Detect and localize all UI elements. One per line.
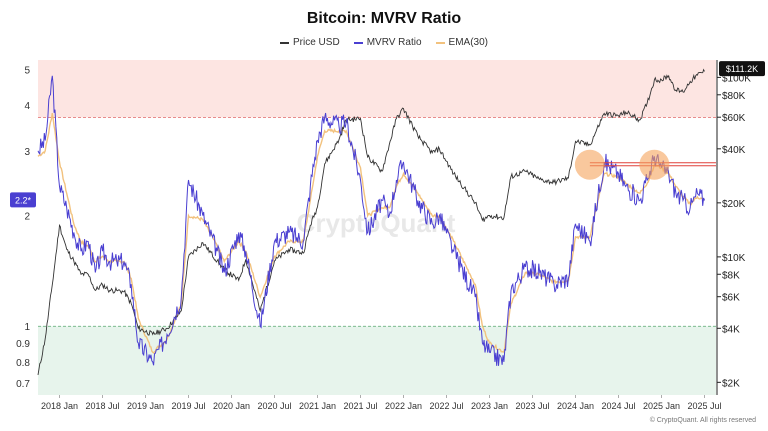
mvrv-line [37,75,705,366]
left-tick-label-1: 4 [24,101,30,112]
x-tick-label-5: 2020 Jul [257,401,291,411]
x-tick-label-11: 2023 Jul [516,401,550,411]
right-tick-label-2: $60K [722,113,746,124]
legend-swatch-mvrv [353,41,363,44]
chart-title: Bitcoin: MVRV Ratio [306,10,462,27]
legend-item-price[interactable]: Price USD [280,37,340,48]
right-tick-label-8: $4K [722,324,740,335]
x-tick-label-14: 2025 Jan [643,401,680,411]
right-tick-label-5: $10K [722,253,746,264]
current-price-badge [719,61,765,77]
legend-swatch-price [280,41,289,44]
x-tick-label-0: 2018 Jan [41,401,78,411]
left-tick-label-3: 2 [24,212,30,223]
left-tick-label-4: 1 [24,322,30,333]
right-tick-label-6: $8K [722,270,740,281]
current-price-label: $111.2K [726,64,758,74]
x-tick-label-3: 2019 Jul [171,401,205,411]
x-tick-label-1: 2018 Jul [85,401,119,411]
credit-text: © CryptoQuant. All rights reserved [650,416,756,424]
right-tick-label-9: $2K [722,378,740,389]
right-tick-label-1: $80K [722,91,746,102]
x-tick-label-15: 2025 Jul [688,401,722,411]
x-tick-label-10: 2023 Jan [471,401,508,411]
price-line [37,68,705,375]
x-tick-label-9: 2022 Jul [430,401,464,411]
zone-overvalued [38,60,716,118]
legend-label-mvrv: MVRV Ratio [366,37,422,48]
legend-item-mvrv[interactable]: MVRV Ratio [353,37,422,48]
legend-label-ema: EMA(30) [448,37,488,48]
highlight-circle-1 [639,149,670,180]
x-tick-label-8: 2022 Jan [385,401,422,411]
legend-label-price: Price USD [293,37,340,48]
zone-undervalued [38,326,716,395]
legend: Price USD MVRV Ratio EMA(30) [0,37,768,48]
highlight-circle-0 [574,149,605,180]
current-mvrv-label: 2.2* [15,195,32,205]
x-tick-label-6: 2021 Jan [299,401,336,411]
legend-item-ema[interactable]: EMA(30) [435,37,488,48]
right-tick-label-4: $20K [722,199,746,210]
current-mvrv-badge [10,192,36,208]
left-tick-label-7: 0.7 [16,379,30,390]
left-tick-label-0: 5 [24,65,30,76]
left-tick-label-5: 0.9 [16,339,30,350]
x-tick-label-12: 2024 Jan [557,401,594,411]
left-tick-label-2: 3 [24,147,30,158]
legend-swatch-ema [435,41,445,44]
x-tick-label-4: 2020 Jan [213,401,250,411]
right-tick-label-7: $6K [722,293,740,304]
right-tick-label-3: $40K [722,145,746,156]
right-tick-label-0: $100K [722,73,751,84]
x-tick-label-13: 2024 Jul [602,401,636,411]
left-tick-label-6: 0.8 [16,358,30,369]
x-tick-label-2: 2019 Jan [127,401,164,411]
x-tick-label-7: 2021 Jul [344,401,378,411]
